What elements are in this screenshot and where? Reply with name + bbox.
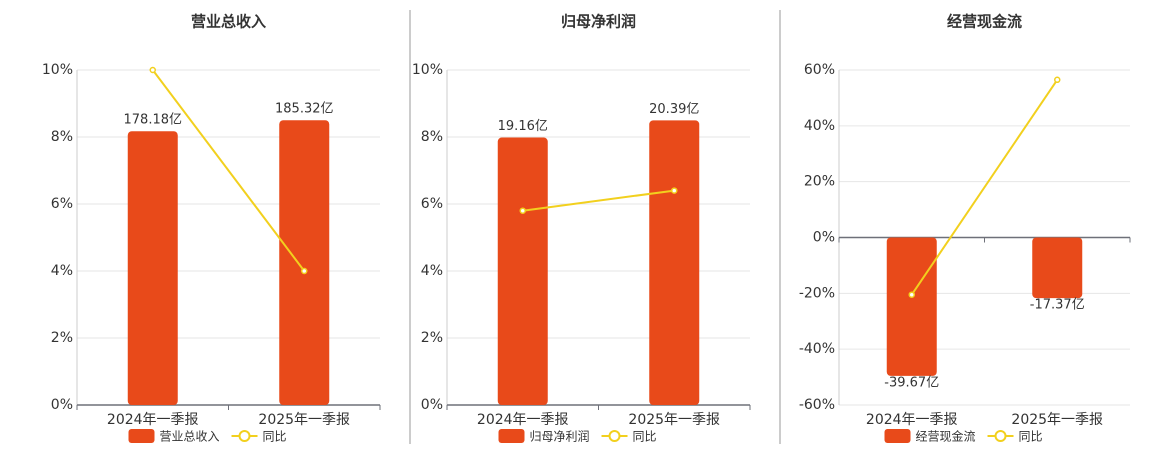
line — [522, 189, 675, 212]
legend-label: 营业总收入 — [160, 430, 220, 444]
bar — [497, 137, 548, 405]
x-tick-label: 2025年一季报 — [1011, 412, 1103, 428]
bar — [1032, 237, 1083, 299]
value-label: -39.67亿 — [884, 375, 939, 390]
value-label: -17.37亿 — [1030, 298, 1085, 313]
y-tick-label: 6% — [51, 196, 73, 212]
y-tick-label: 2% — [51, 330, 73, 346]
y-tick-label: 10% — [412, 62, 443, 78]
bar — [127, 131, 178, 405]
value-label: 20.39亿 — [649, 102, 699, 117]
legend-label: 同比 — [263, 430, 287, 444]
y-tick-label: 0% — [813, 230, 835, 246]
y-tick-label: 0% — [421, 397, 443, 413]
y-tick-label: 20% — [804, 174, 835, 190]
legend-symbol — [884, 429, 911, 443]
legend-label: 经营现金流 — [916, 429, 976, 444]
legend-symbol — [238, 430, 251, 442]
line-point — [908, 291, 915, 298]
legend-label: 同比 — [1019, 430, 1043, 444]
line-point — [149, 66, 156, 74]
chart-title: 经营现金流 — [947, 13, 1022, 31]
bar — [886, 237, 937, 376]
x-tick-label: 2025年一季报 — [258, 412, 350, 428]
line — [910, 79, 1059, 296]
legend-label: 归母净利润 — [530, 430, 590, 444]
x-tick-label: 2025年一季报 — [628, 412, 720, 428]
chart-title: 归母净利润 — [561, 13, 636, 31]
legend-symbol — [994, 430, 1007, 442]
x-tick-label: 2024年一季报 — [107, 412, 199, 428]
y-tick-label: 8% — [51, 129, 73, 145]
legend-symbol — [128, 429, 155, 443]
y-tick-label: 8% — [421, 129, 443, 145]
line-point — [301, 267, 308, 275]
y-tick-label: 0% — [51, 397, 73, 413]
y-tick-label: 6% — [421, 196, 443, 212]
line-point — [1054, 76, 1061, 84]
y-tick-label: 40% — [804, 118, 835, 134]
y-tick-label: -20% — [799, 285, 835, 301]
legend-symbol — [608, 430, 621, 442]
chart-title: 营业总收入 — [191, 13, 266, 31]
line-point — [519, 207, 526, 214]
y-tick-label: 4% — [51, 263, 73, 279]
y-tick-label: 60% — [804, 62, 835, 78]
value-label: 19.16亿 — [498, 119, 548, 134]
x-tick-label: 2024年一季报 — [866, 412, 958, 428]
y-tick-label: 10% — [42, 62, 73, 78]
bar — [649, 120, 700, 405]
y-tick-label: 4% — [421, 263, 443, 279]
line-point — [671, 187, 678, 194]
value-label: 178.18亿 — [124, 113, 183, 128]
bar — [279, 120, 330, 405]
legend-symbol — [498, 429, 525, 443]
y-tick-label: -60% — [799, 397, 835, 413]
value-label: 185.32亿 — [275, 102, 334, 117]
y-tick-label: -40% — [799, 341, 835, 357]
line — [151, 69, 306, 272]
y-tick-label: 2% — [421, 330, 443, 346]
x-tick-label: 2024年一季报 — [477, 412, 569, 428]
legend-label: 同比 — [633, 430, 657, 444]
